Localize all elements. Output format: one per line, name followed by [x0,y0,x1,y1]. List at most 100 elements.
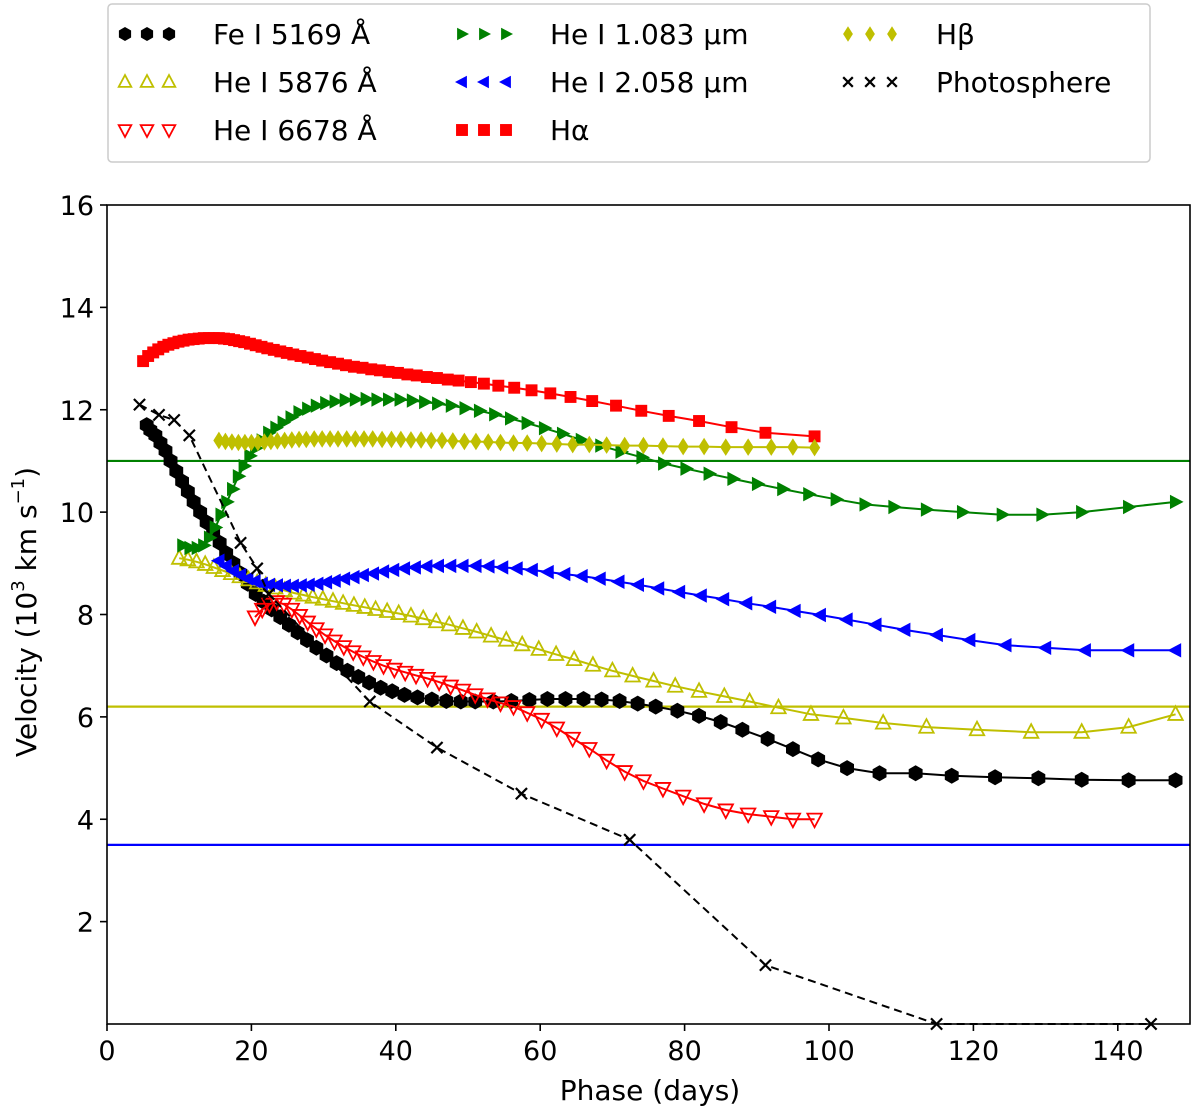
legend-marker-h [478,124,490,136]
legend-label-he-i-1-083-m: He I 1.083 µm [550,18,749,51]
data-point-h [742,438,754,456]
data-point-h [356,361,369,374]
legend-marker-he-i-6678 [139,124,155,139]
data-point-h [564,391,577,403]
data-point-fe-i-5169 [522,692,537,708]
legend-marker-photosphere [864,76,876,88]
data-point-h [324,430,336,448]
data-point-he-i-2-058-m [301,577,315,593]
data-point-fe-i-5169 [385,683,400,700]
data-point-fe-i-5169 [630,695,645,712]
data-point-he-i-2-058-m [509,561,523,576]
data-point-he-i-6678 [441,679,460,697]
legend-marker-h [865,26,875,42]
data-point-he-i-1-083-m [177,538,191,553]
data-point-he-i-1-083-m [238,458,253,474]
data-point-he-i-2-058-m [929,627,943,643]
data-point-he-i-5876 [623,666,642,683]
data-point-he-i-1-083-m [445,398,460,413]
data-point-he-i-2-058-m [592,571,606,586]
data-point-fe-i-5169 [840,760,854,777]
data-point-he-i-5876 [454,618,472,635]
data-point-fe-i-5169 [340,662,355,679]
data-point-h [265,432,277,451]
data-point-h [536,434,548,453]
y-tick-label: 14 [60,293,94,324]
data-point-h [274,345,287,358]
data-point-h [405,431,417,449]
legend-label-he-i-5876: He I 5876 Å [213,65,377,99]
x-tick-label: 120 [948,1036,1000,1067]
data-point-fe-i-5169 [1074,771,1089,788]
data-point-he-i-1-083-m [432,396,446,411]
data-point-he-i-5876 [715,686,734,703]
data-point-photosphere [363,695,377,708]
series-line-he-i-1-083-m [182,397,1176,549]
data-point-he-i-5876 [402,606,420,623]
data-point-he-i-5876 [834,707,853,725]
data-point-photosphere [167,413,181,427]
legend-frame [107,3,1151,163]
series-line-photosphere [139,403,1151,1025]
data-point-he-i-5876 [427,611,445,629]
data-point-fe-i-5169 [576,691,591,707]
data-point-he-i-2-058-m [630,577,644,593]
legend-marker-photosphere [886,76,898,88]
data-point-h [447,432,459,450]
data-point-h [316,430,328,448]
data-point-he-i-1-083-m [221,494,235,510]
data-point-he-i-1-083-m [285,410,300,425]
data-point-he-i-6678 [762,810,780,827]
data-point-he-i-2-058-m [454,558,469,574]
data-point-he-i-2-058-m [610,574,625,589]
data-point-he-i-5876 [1166,704,1185,721]
data-point-he-i-2-058-m [480,559,495,574]
data-point-h [385,430,398,449]
data-point-he-i-1-083-m [459,401,474,416]
data-point-photosphere [623,833,637,847]
data-point-he-i-5876 [356,597,374,614]
data-point-h [395,430,407,449]
data-point-he-i-1-083-m [1036,507,1050,522]
data-point-he-i-5876 [345,595,363,612]
data-point-h [693,415,705,427]
data-point-he-i-1-083-m [277,415,292,430]
data-point-h [677,437,689,456]
data-point-he-i-5876 [690,681,708,698]
data-point-he-i-1-083-m [504,411,519,426]
data-point-h [293,430,305,449]
data-point-h [239,433,251,452]
data-point-he-i-6678 [430,675,448,692]
data-point-he-i-1-083-m [293,405,308,420]
data-point-he-i-1-083-m [803,487,817,502]
y-tick-label: 10 [60,498,94,529]
data-point-photosphere [262,587,276,601]
data-point-he-i-2-058-m [254,576,268,591]
data-point-he-i-2-058-m [494,560,509,575]
data-point-h [373,364,386,377]
data-point-h [382,365,395,378]
data-point-h [332,430,344,448]
y-tick-label: 2 [77,908,94,939]
data-point-h [347,360,360,373]
legend-label-he-i-2-058-m: He I 2.058 µm [550,66,749,99]
data-point-he-i-1-083-m [406,393,421,408]
data-point-he-i-1-083-m [489,407,503,422]
data-point-he-i-6678 [597,753,616,771]
data-point-fe-i-5169 [811,751,826,768]
data-point-he-i-1-083-m [575,432,590,448]
data-point-photosphere [515,787,528,801]
data-point-fe-i-5169 [594,691,609,708]
legend-marker-he-i-5876 [161,73,177,88]
data-point-he-i-5876 [378,601,396,618]
data-point-h [261,342,274,355]
data-point-he-i-5876 [205,557,223,574]
data-point-he-i-5876 [565,649,583,667]
data-point-h [410,369,423,382]
data-point-he-i-2-058-m [650,581,665,596]
data-point-he-i-1-083-m [920,502,935,517]
data-point-he-i-5876 [294,585,313,602]
data-point-photosphere [759,958,772,972]
legend-item-he-i-6678: He I 6678 Å [117,113,377,147]
data-point-h [508,381,521,394]
